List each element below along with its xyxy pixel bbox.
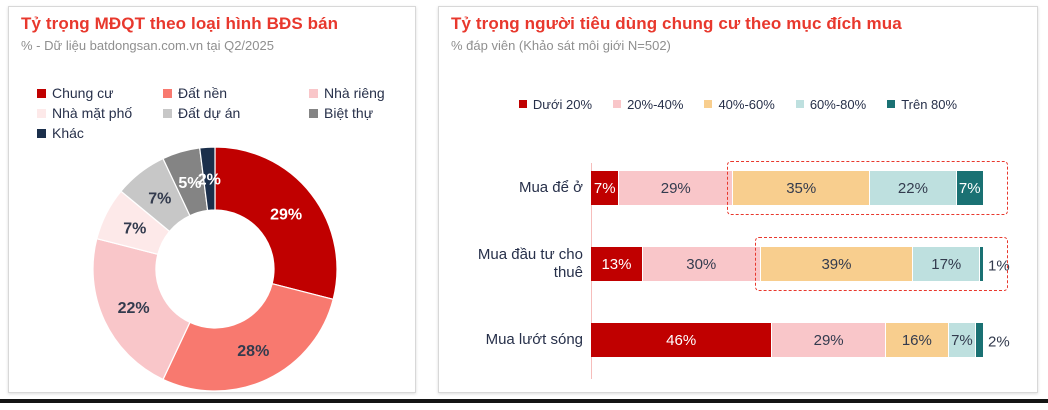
donut-legend-item-2: Nhà riêng: [309, 83, 385, 103]
legend-label: 40%-60%: [718, 96, 775, 112]
donut-legend-item-5: Biệt thự: [309, 103, 385, 123]
bar-segment-r2-s4: [975, 323, 983, 357]
legend-label: Biệt thự: [324, 105, 374, 121]
bar-value-label: 29%: [813, 331, 844, 349]
bar-value-label: 17%: [931, 255, 962, 273]
legend-swatch-icon: [704, 100, 713, 108]
legend-label: Dưới 20%: [532, 96, 593, 112]
donut-value-label-3: 7%: [123, 221, 146, 238]
legend-swatch-icon: [37, 88, 46, 98]
bars-legend-item-4: Trên 80%: [887, 97, 957, 112]
legend-swatch-icon: [887, 100, 896, 108]
legend-swatch-icon: [613, 100, 622, 108]
donut-legend-item-3: Nhà mặt phố: [37, 103, 163, 123]
bars-legend-item-1: 20%-40%: [613, 97, 683, 112]
bars-panel: Tỷ trọng người tiêu dùng chung cư theo m…: [438, 6, 1038, 393]
donut-value-label-1: 28%: [237, 343, 269, 360]
category-label-0: Mua để ở: [518, 179, 583, 196]
bar-segment-r0-s4: 7%: [955, 171, 983, 205]
donut-legend: Chung cư Đất nền Nhà riêng Nhà mặt phố Đất d…: [37, 83, 385, 143]
legend-label: Nhà riêng: [324, 85, 385, 101]
bar-segment-r1-s2: 39%: [759, 247, 913, 281]
donut-value-label-6: 2%: [198, 172, 221, 189]
bar-segment-r2-s2: 16%: [885, 323, 948, 357]
bar-segment-r0-s1: 29%: [618, 171, 733, 205]
bar-value-label: 7%: [593, 179, 616, 197]
donut-legend-item-4: Đất dự án: [163, 103, 309, 123]
legend-swatch-icon: [309, 88, 318, 98]
bar-value-label: 13%: [601, 255, 632, 273]
donut-slice-1: [162, 282, 334, 392]
donut-value-label-4: 7%: [148, 190, 171, 207]
bar-value-label: 30%: [686, 255, 717, 273]
donut-legend-item-1: Đất nền: [163, 83, 309, 103]
legend-swatch-icon: [795, 100, 804, 108]
bar-segment-r2-s3: 7%: [947, 323, 976, 357]
legend-label: 20%-40%: [627, 96, 684, 112]
bars-legend-item-2: 40%-60%: [704, 96, 775, 112]
bars-panel-subtitle: % đáp viên (Khảo sát môi giới N=502): [451, 38, 671, 53]
bar-segment-r1-s1: 30%: [641, 247, 760, 281]
donut-chart: 29% 28% 22% 7%7% 5%2%: [92, 146, 338, 392]
bars-legend-item-0: Dưới 20%: [518, 96, 593, 112]
bar-segment-r2-s0: 46%: [591, 323, 772, 357]
donut-value-label-5: 5%: [178, 175, 201, 192]
stacked-bar-chart: Mua để ở 7% 29% 35% 22% 7% Mua đầu tư cho thuê…: [439, 7, 1037, 392]
bar-value-label: 16%: [901, 331, 932, 349]
legend-swatch-icon: [37, 108, 46, 118]
legend-swatch-icon: [163, 108, 172, 118]
bar-value-label-outside: 2%: [988, 333, 1010, 351]
donut-panel-title: Tỷ trọng MĐQT theo loại hình BĐS bán: [21, 14, 339, 33]
legend-label: 60%-80%: [809, 96, 867, 112]
legend-label: Nhà mặt phố: [52, 105, 133, 121]
bar-value-label: 29%: [660, 179, 691, 197]
legend-label: Đất dự án: [178, 105, 241, 121]
bars-legend-item-3: 60%-80%: [795, 96, 867, 112]
legend-label: Chung cư: [52, 85, 114, 101]
donut-value-label-0: 29%: [270, 206, 302, 223]
bar-segment-r2-s1: 29%: [771, 323, 885, 357]
category-label-1: Mua đầu tư cho thuê: [477, 246, 583, 281]
legend-swatch-icon: [309, 108, 318, 118]
bars-legend: Dưới 20% 20%-40% 40%-60% 60%-80% Trên 80%: [439, 95, 1037, 113]
donut-slice-6: [199, 146, 216, 212]
donut-legend-item-0: Chung cư: [37, 83, 163, 103]
bar-value-label: 35%: [786, 179, 817, 197]
bars-panel-title: Tỷ trọng người tiêu dùng chung cư theo m…: [451, 14, 902, 33]
legend-label: Khác: [52, 125, 84, 141]
bar-segment-r0-s2: 35%: [732, 171, 870, 205]
bar-value-label: 7%: [951, 331, 973, 349]
bottom-divider: [0, 399, 1048, 403]
bar-segment-r1-s0: 13%: [591, 247, 642, 281]
legend-swatch-icon: [518, 100, 527, 108]
bar-segment-r0-s3: 22%: [869, 171, 956, 205]
legend-swatch-icon: [163, 88, 172, 98]
legend-swatch-icon: [37, 128, 46, 138]
bar-segment-r1-s4: [979, 247, 983, 281]
donut-slice-2: [92, 237, 191, 381]
bar-value-label: 7%: [958, 179, 981, 197]
legend-label: Trên 80%: [901, 96, 958, 112]
donut-panel: Tỷ trọng MĐQT theo loại hình BĐS bán % -…: [8, 6, 416, 393]
legend-label: Đất nền: [178, 85, 228, 101]
bar-segment-r1-s3: 17%: [912, 247, 980, 281]
donut-slice-0: [214, 146, 338, 301]
bar-segment-r0-s0: 7%: [591, 171, 619, 205]
bar-value-label: 22%: [897, 179, 928, 197]
donut-panel-subtitle: % - Dữ liệu batdongsan.com.vn tại Q2/202…: [21, 38, 274, 53]
bar-value-label: 39%: [821, 255, 852, 273]
bar-value-label: 46%: [666, 331, 697, 349]
donut-legend-item-6: Khác: [37, 123, 163, 143]
donut-value-label-2: 22%: [118, 300, 150, 317]
bar-value-label-outside: 1%: [988, 257, 1010, 275]
category-label-2: Mua lướt sóng: [485, 331, 583, 348]
